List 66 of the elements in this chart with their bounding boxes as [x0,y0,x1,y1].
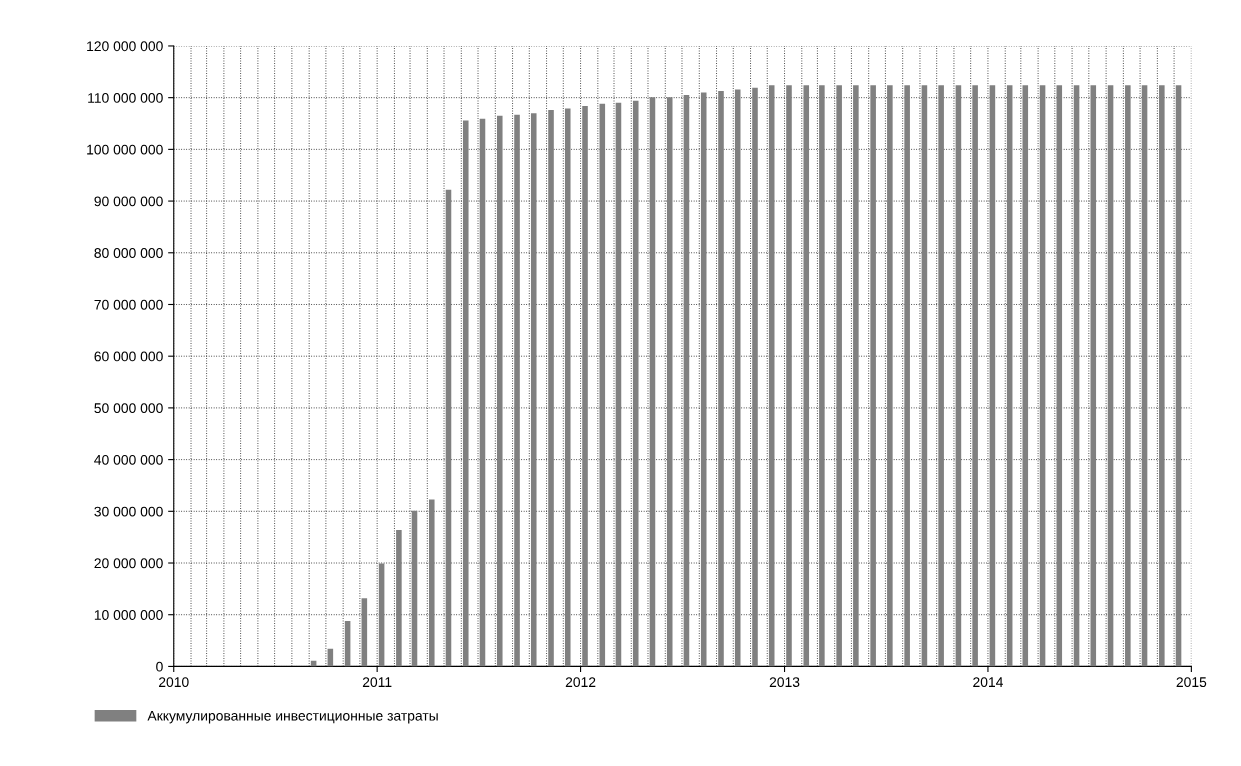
bar [615,102,622,667]
y-tick-label: 70 000 000 [94,299,163,310]
bar [496,115,503,667]
bar [718,90,724,667]
bar [514,114,520,667]
y-tick-label: 60 000 000 [94,351,163,362]
bar [548,110,554,667]
bar [734,89,741,667]
bar [683,95,690,667]
bar [921,85,928,667]
y-tick-label: 30 000 000 [94,506,163,517]
x-tick-label: 2012 [565,677,596,688]
bar [1073,85,1080,667]
bar [1056,85,1063,667]
y-tick-label: 110 000 000 [88,93,163,103]
x-tick-label: 2011 [362,677,392,688]
bar [1175,85,1182,667]
bar [955,85,962,667]
bar [462,120,469,667]
y-tick-label: 100 000 000 [87,144,163,155]
x-tick-label: 2010 [158,677,189,688]
bar [938,85,944,667]
bar [819,85,825,667]
legend-label: Аккумулированные инвестиционные затраты [147,710,438,724]
bar [396,529,402,667]
bar [1006,85,1013,667]
bar [1141,85,1148,667]
y-tick-label: 40 000 000 [94,454,163,465]
bar [649,97,656,667]
bar [582,105,588,667]
bar [870,85,876,667]
y-tick-label: 80 000 000 [94,248,163,258]
bar [904,85,910,667]
bar [700,92,707,667]
bar [853,85,859,667]
bar [786,85,792,667]
bar [445,189,452,667]
y-tick-label: 90 000 000 [94,196,163,207]
y-tick-label: 20 000 000 [94,558,163,569]
bar [632,100,639,667]
y-tick-label: 0 [156,661,163,672]
bar [564,108,571,667]
bar [836,85,842,667]
bar [479,118,486,667]
bar [666,97,673,667]
bar [752,87,758,667]
bar [972,85,978,667]
bar [768,85,775,667]
bar [428,499,435,667]
bar [1125,85,1131,667]
bar [1039,85,1046,667]
bar [1159,85,1165,667]
bar [530,113,537,667]
y-tick-label: 10 000 000 [94,610,163,620]
y-tick-label: 120 000 000 [87,41,163,52]
bar [1107,85,1114,667]
x-tick-label: 2015 [1176,677,1207,688]
y-tick-label: 50 000 000 [94,403,163,414]
bar [803,85,810,667]
bar [1022,85,1029,667]
bar [599,103,606,667]
bar [989,85,996,667]
bar [887,85,893,667]
x-tick-label: 2013 [769,677,800,688]
x-tick-label: 2014 [973,677,1003,688]
bar [1090,85,1097,667]
